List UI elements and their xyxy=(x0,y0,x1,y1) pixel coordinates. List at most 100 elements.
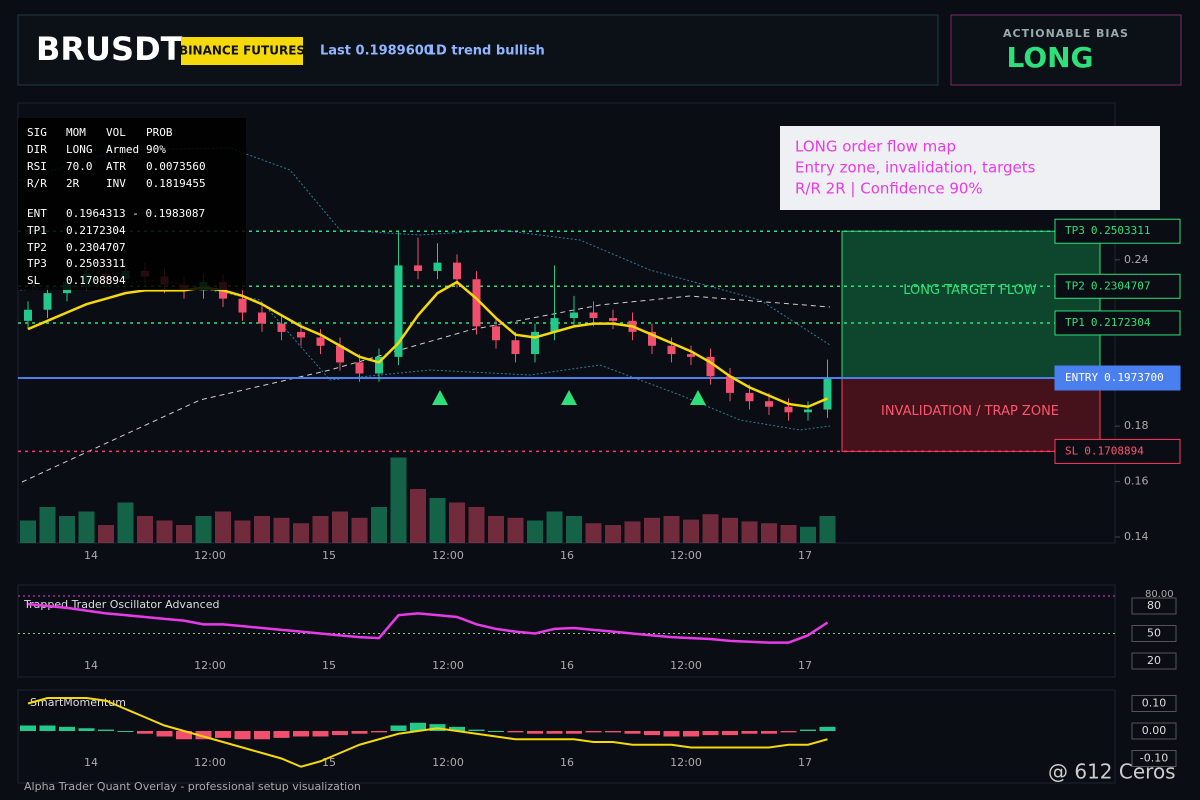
level-name: TP3 xyxy=(1065,224,1085,237)
volume-bar xyxy=(819,516,836,543)
candle-body xyxy=(375,356,383,374)
stats-cell: 0.2503311 xyxy=(66,257,126,270)
x-tick-label: 17 xyxy=(798,549,812,562)
x-tick-label: 12:00 xyxy=(670,659,702,672)
candle-body xyxy=(492,326,500,341)
volume-bar xyxy=(780,525,797,543)
osc-line xyxy=(27,602,829,644)
y-tick-label: 0.00 xyxy=(1142,724,1167,737)
volume-bar xyxy=(468,507,485,543)
candle-body xyxy=(550,318,559,332)
momentum-bar xyxy=(78,728,95,731)
osc-title: Trapped Trader Oscillator Advanced xyxy=(23,598,219,611)
volume-bar xyxy=(644,517,660,543)
candle-body xyxy=(804,409,812,413)
y-tick-label: 0.10 xyxy=(1142,697,1167,710)
level-name: TP2 xyxy=(1065,279,1085,292)
x-tick-label: 16 xyxy=(560,659,574,672)
osc-top-label: 80.00 xyxy=(1145,589,1174,600)
level-label: ENTRY 0.1973700 xyxy=(1065,371,1164,384)
momentum-bar xyxy=(449,726,465,731)
candle-body xyxy=(258,312,266,324)
stats-cell: 90% xyxy=(146,143,166,156)
x-tick-label: 12:00 xyxy=(432,659,464,672)
x-tick-label: 12:00 xyxy=(194,549,226,562)
stats-cell: Armed xyxy=(106,143,139,156)
bias-label: ACTIONABLE BIAS xyxy=(1003,27,1129,40)
momentum-bar xyxy=(468,729,485,731)
volume-bar xyxy=(254,516,270,543)
level-value: 0.1973700 xyxy=(1104,371,1164,384)
candle-body xyxy=(609,318,617,321)
stats-cell: 0.1964313 - 0.1983087 xyxy=(66,207,205,220)
momentum-bar xyxy=(293,731,309,737)
note-panel xyxy=(780,126,1160,210)
level-label: SL 0.1708894 xyxy=(1065,444,1144,457)
momentum-bar xyxy=(234,731,251,740)
candle-body xyxy=(316,337,325,346)
volume-bar xyxy=(59,516,75,543)
candle-body xyxy=(511,340,520,355)
x-tick-label: 14 xyxy=(84,659,98,672)
momentum-bar xyxy=(176,731,192,740)
x-tick-label: 15 xyxy=(322,659,336,672)
momentum-bar xyxy=(780,731,797,733)
momentum-bar xyxy=(663,731,680,737)
candle-body xyxy=(433,262,442,271)
momentum-bar xyxy=(624,731,641,734)
bias-value: LONG xyxy=(1006,41,1093,74)
candle-body xyxy=(277,323,286,332)
volume-bar xyxy=(293,523,309,543)
stats-cell: 0.0073560 xyxy=(146,160,206,173)
volume-bar xyxy=(410,489,426,543)
level-label: TP3 0.2503311 xyxy=(1065,224,1150,237)
level-value: 0.2503311 xyxy=(1091,224,1151,237)
momentum-bar xyxy=(566,731,582,734)
momentum-bar xyxy=(312,731,329,737)
last-price: Last 0.1989600 xyxy=(320,44,433,59)
candle-body xyxy=(472,279,481,327)
candle-body xyxy=(765,401,773,407)
momentum-bar xyxy=(20,725,36,731)
volume-bar xyxy=(234,520,251,543)
level-tag xyxy=(1054,273,1181,299)
x-tick-label: 16 xyxy=(560,549,574,562)
level-tag xyxy=(1054,218,1181,244)
momentum-bar xyxy=(195,731,212,740)
momentum-bar xyxy=(761,731,777,734)
momentum-bar xyxy=(98,729,114,731)
stats-panel xyxy=(18,118,246,290)
candle-body xyxy=(394,265,403,357)
momentum-bar xyxy=(59,726,75,731)
stats-cell: SL xyxy=(27,274,41,287)
level-value: 0.2304707 xyxy=(1091,279,1151,292)
momentum-bar xyxy=(410,722,426,731)
header-panel xyxy=(17,14,939,86)
volume-bar xyxy=(78,511,95,543)
candle-body xyxy=(336,345,344,363)
x-tick-label: 12:00 xyxy=(670,549,702,562)
level-name: ENTRY xyxy=(1065,371,1098,384)
momentum-bar xyxy=(39,725,56,731)
x-tick-label: 12:00 xyxy=(194,756,226,769)
note-line: R/R 2R | Confidence 90% xyxy=(795,180,983,198)
volume-bar xyxy=(761,523,777,543)
momentum-bar xyxy=(819,726,836,731)
candle-body xyxy=(726,376,734,393)
exchange: BINANCE FUTURES xyxy=(179,44,305,58)
momentum-bar xyxy=(371,731,387,733)
momentum-bar xyxy=(800,729,816,731)
volume-bar xyxy=(722,517,738,543)
momentum-bar xyxy=(702,731,719,736)
stats-cell: LONG xyxy=(66,143,93,156)
candle-body xyxy=(823,379,832,410)
volume-bar xyxy=(800,526,816,543)
momentum-bar xyxy=(332,731,348,736)
volume-bar xyxy=(488,516,504,543)
stats-cell: 70.0 xyxy=(66,160,93,173)
stats-table: SIG MOM VOL PROB DIR LONG Armed 90% RSI 70.0 ATR 0.… xyxy=(27,126,206,287)
stats-cell: TP2 xyxy=(27,241,47,254)
ema-line xyxy=(27,280,828,409)
note-line: Entry zone, invalidation, targets xyxy=(795,159,1036,177)
momentum-bar xyxy=(644,731,660,736)
